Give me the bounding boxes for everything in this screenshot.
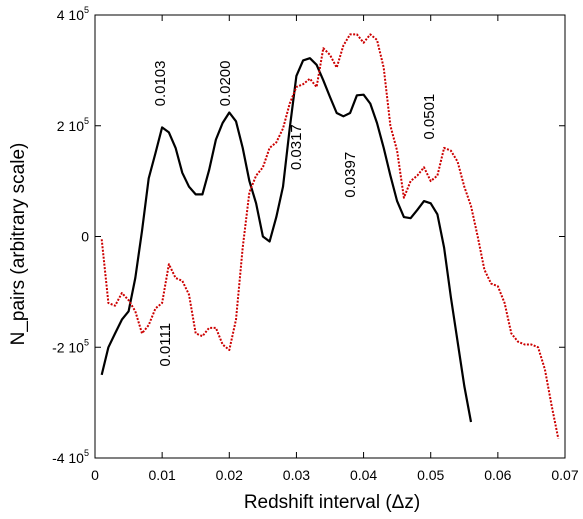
y-tick-label: 2 105 <box>57 116 89 134</box>
y-tick-exponent: 5 <box>84 337 89 347</box>
y-tick-mantissa: -2 10 <box>52 339 84 355</box>
annotation-label: 0.0200 <box>217 61 234 107</box>
x-tick-label: 0.07 <box>551 467 578 483</box>
x-tick-label: 0.01 <box>149 467 176 483</box>
annotation-label: 0.0103 <box>152 61 169 107</box>
x-tick-label: 0.04 <box>350 467 377 483</box>
annotations: 0.0103 0.0200 0.0317 0.0397 0.0501 0.0111 <box>152 61 438 367</box>
y-tick-label: 0 <box>81 229 89 245</box>
x-tick-label: 0.03 <box>283 467 310 483</box>
x-tick-label: 0.06 <box>484 467 511 483</box>
annotation-label: 0.0111 <box>157 323 174 367</box>
y-tick-mantissa: 4 10 <box>57 7 84 23</box>
y-tick-exponent: 5 <box>84 116 89 126</box>
y-tick-label: -2 105 <box>52 337 89 355</box>
y-tick-label: -4 105 <box>52 448 89 466</box>
annotation-label: 0.0317 <box>288 124 305 170</box>
y-tick-exponent: 5 <box>84 448 89 458</box>
y-tick-exponent: 5 <box>84 5 89 15</box>
x-tick-label: 0.05 <box>417 467 444 483</box>
annotation-label: 0.0501 <box>421 94 438 140</box>
y-tick-mantissa: -4 10 <box>52 450 84 466</box>
y-tick-label: 4 105 <box>57 5 89 23</box>
x-tick-label: 0.02 <box>216 467 243 483</box>
y-tick-mantissa: 2 10 <box>57 118 84 134</box>
x-axis-label: Redshift interval (Δz) <box>244 492 420 513</box>
x-axis-ticks: 0 0.01 0.02 0.03 0.04 0.05 0.06 0.07 <box>91 15 579 483</box>
y-tick-mantissa: 0 <box>81 229 89 245</box>
series-line-solid <box>100 57 473 423</box>
series-layer <box>100 33 560 439</box>
annotation-label: 0.0397 <box>342 152 359 198</box>
x-tick-label: 0 <box>91 467 99 483</box>
y-axis-label: N_pairs (arbitrary scale) <box>8 143 29 346</box>
series-line-dotted <box>100 33 560 439</box>
